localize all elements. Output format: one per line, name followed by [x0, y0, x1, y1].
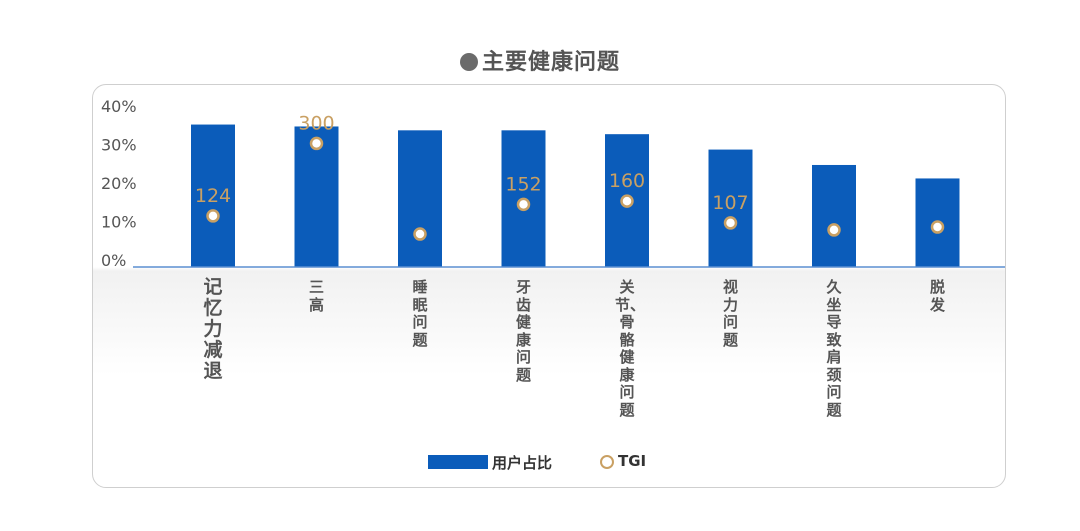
tgi-data-label: 124 [195, 185, 231, 207]
bar [812, 164, 856, 267]
category-label: 久坐导致肩颈问题 [826, 278, 842, 419]
category-label: 关节、骨骼健康问题 [615, 278, 646, 419]
y-tick-label: 30% [101, 136, 137, 155]
tgi-point [930, 220, 945, 234]
legend-label-bar: 用户占比 [492, 454, 553, 472]
y-tick-label: 10% [101, 213, 137, 232]
legend-marker-tgi [600, 455, 614, 469]
y-tick-label: 40% [101, 97, 137, 116]
tgi-point [516, 197, 531, 212]
category-label: 牙齿健康问题 [515, 278, 531, 384]
tgi-point [620, 194, 634, 208]
tgi-data-label: 152 [505, 173, 541, 195]
chart-title: 主要健康问题 [0, 44, 1080, 76]
category-label: 三高 [308, 278, 324, 314]
category-label: 视力问题 [722, 278, 738, 349]
tgi-data-label: 300 [298, 112, 334, 134]
y-tick-label: 20% [101, 174, 137, 193]
tgi-data-label: 107 [712, 192, 748, 214]
bar-chart: 40% 30% 20% 10% 0% 124 300 152 160 107 [101, 97, 1005, 270]
bar [191, 124, 235, 267]
tgi-point [413, 227, 427, 241]
tgi-point [309, 136, 324, 151]
bar [708, 149, 753, 267]
bar [398, 130, 442, 267]
legend-label-tgi: TGI [618, 452, 647, 470]
category-label: 记忆力减退 [203, 276, 223, 382]
category-label: 睡眠问题 [412, 278, 428, 349]
chart-panel: 40% 30% 20% 10% 0% 124 300 152 160 107 记忆力减退 三高 睡眠问… [92, 84, 1006, 488]
legend-swatch-bar [428, 455, 488, 469]
tgi-point [827, 223, 841, 237]
tgi-point [206, 209, 220, 223]
bullet-icon [459, 53, 478, 71]
y-tick-label: 0% [101, 251, 126, 270]
tgi-data-label: 160 [609, 170, 645, 192]
tgi-point [723, 216, 738, 230]
category-label: 脱发 [929, 278, 945, 314]
